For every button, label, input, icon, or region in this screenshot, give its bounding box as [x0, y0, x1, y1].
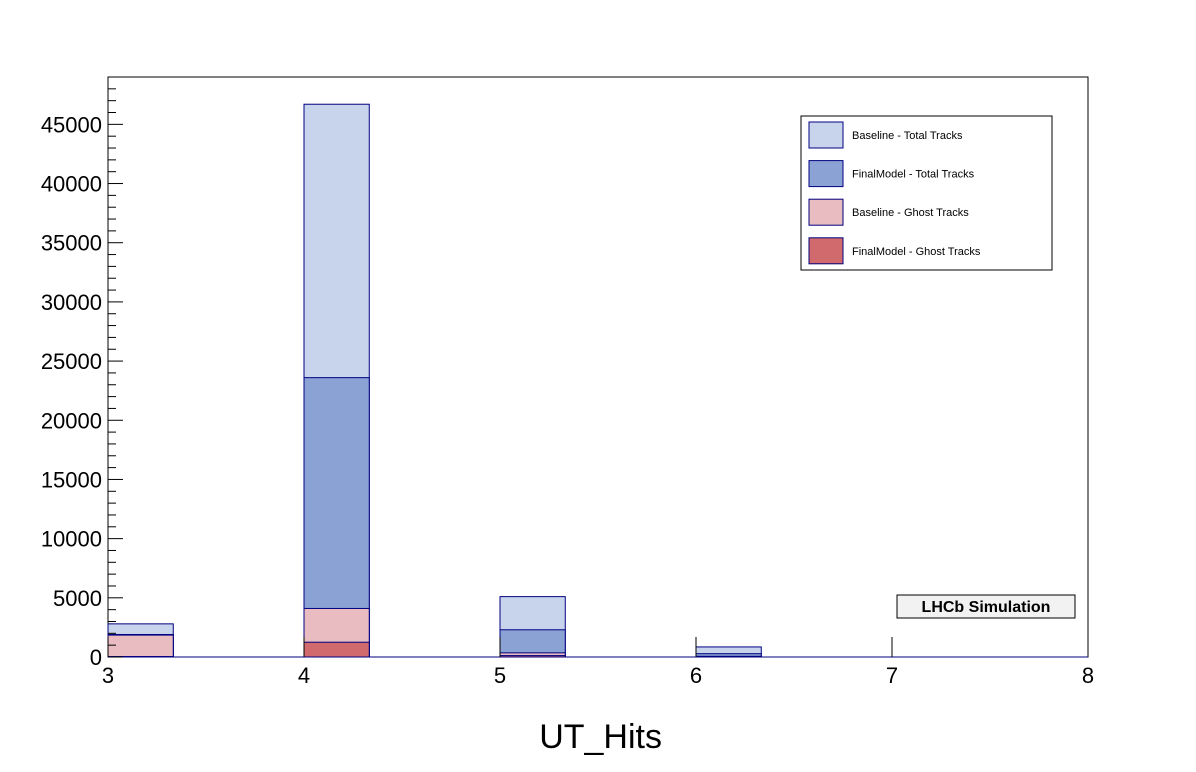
legend: Baseline - Total Tracks FinalModel - Tota…: [800, 115, 1053, 271]
badge-label: LHCb Simulation: [922, 599, 1051, 616]
axes-layer: 0 5000 10000 15000 20000 25000 30000 35000 40000…: [41, 88, 1094, 688]
y-tick-label: 10000: [41, 527, 102, 552]
y-tick-label: 35000: [41, 231, 102, 256]
legend-items: Baseline - Total Tracks FinalModel - Tota…: [808, 121, 981, 265]
legend-label: FinalModel - Ghost Tracks: [852, 246, 981, 258]
badge-box: [896, 594, 1076, 619]
x-tick-label: 3: [102, 663, 114, 688]
legend-label: FinalModel - Total Tracks: [852, 169, 975, 181]
y-tick-label: 5000: [53, 586, 102, 611]
y-tick-label: 15000: [41, 467, 102, 492]
y-tick-label: 45000: [41, 112, 102, 137]
legend-swatch: [808, 198, 844, 226]
simulation-badge: LHCb Simulation: [896, 594, 1076, 619]
y-tick-label: 0: [90, 645, 102, 670]
bar-3-1: [303, 641, 370, 658]
x-tick-label: 7: [886, 663, 898, 688]
legend-label: Baseline - Total Tracks: [852, 130, 963, 142]
bars-layer: [107, 103, 762, 658]
y-tick-label: 40000: [41, 172, 102, 197]
legend-swatch: [808, 121, 844, 149]
x-tick-label: 8: [1082, 663, 1094, 688]
legend-swatch: [808, 160, 844, 188]
y-tick-label: 25000: [41, 349, 102, 374]
y-tick-label: 30000: [41, 290, 102, 315]
legend-swatch: [808, 237, 844, 265]
x-tick-label: 5: [494, 663, 506, 688]
y-tick-label: 20000: [41, 408, 102, 433]
x-tick-label: 6: [690, 663, 702, 688]
legend-label: Baseline - Ghost Tracks: [852, 207, 969, 219]
bar-2-0: [107, 634, 174, 658]
x-tick-label: 4: [298, 663, 310, 688]
x-axis-title: UT_Hits: [539, 718, 662, 756]
